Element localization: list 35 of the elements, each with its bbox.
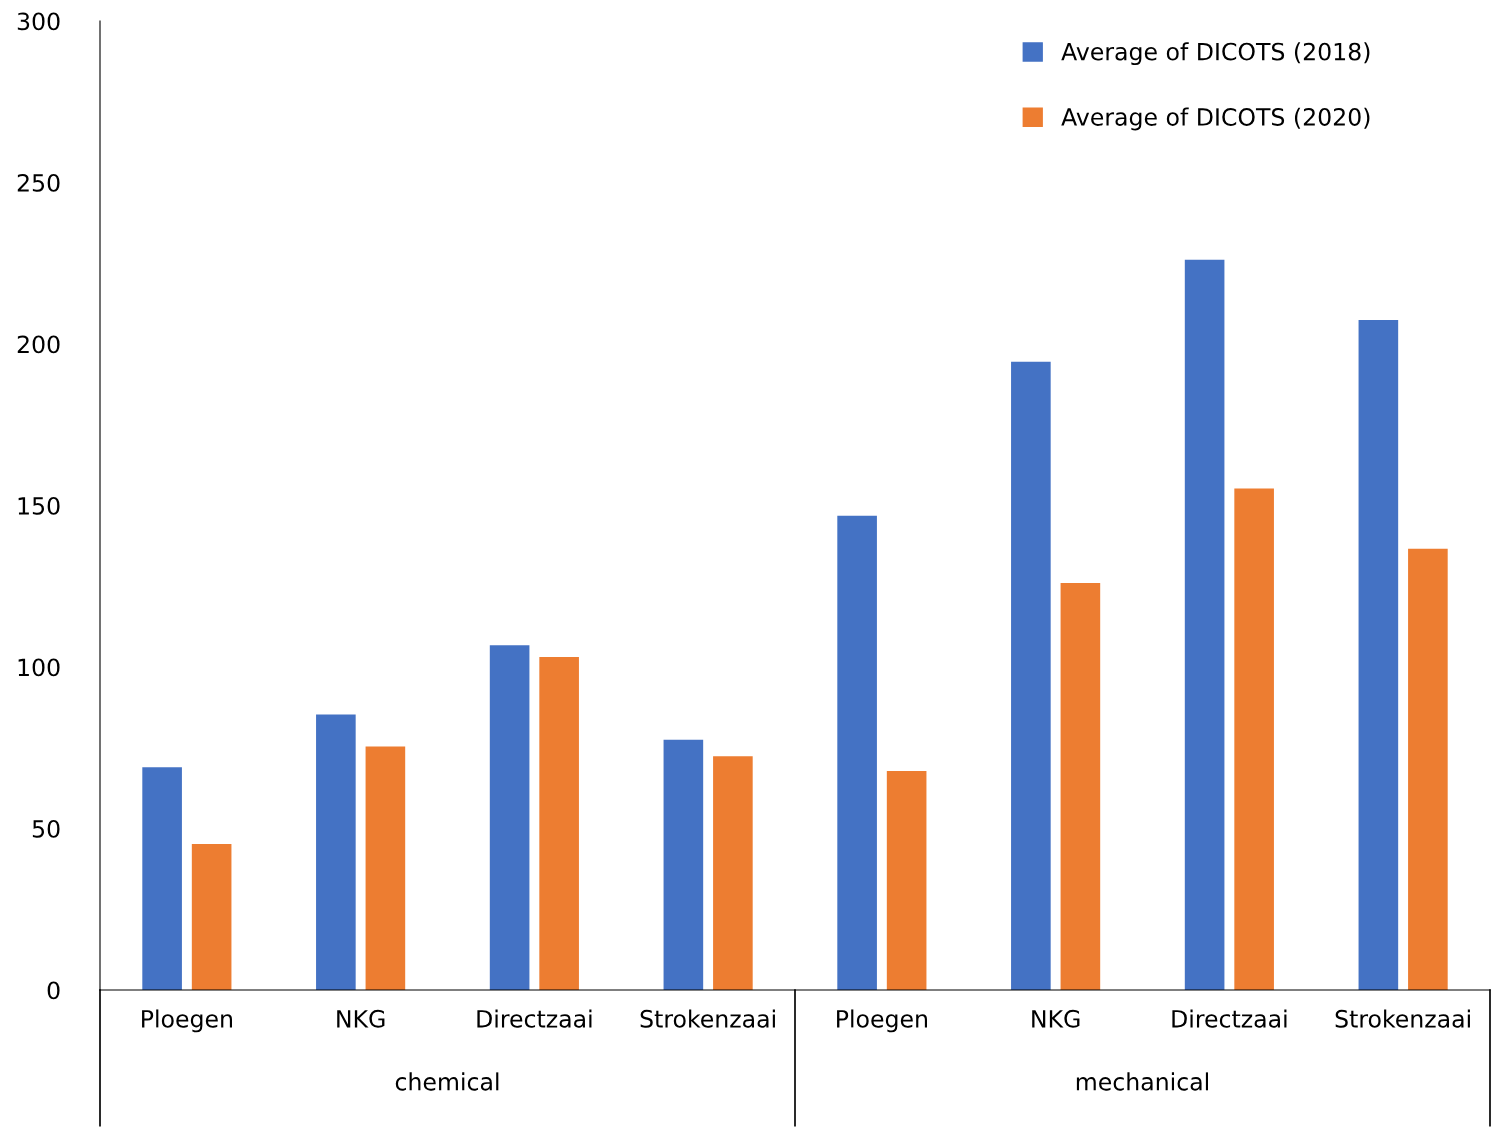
bar xyxy=(1358,320,1399,990)
x-tick-label: Directzaai xyxy=(1172,1009,1287,1028)
x-tick-label: Ploegen xyxy=(142,1009,232,1033)
x-tick-label: Ploegen xyxy=(837,1009,927,1033)
bar xyxy=(191,844,232,990)
y-tick-label: 0 xyxy=(47,981,60,1000)
bar xyxy=(142,767,182,990)
x-tick-label: NKG xyxy=(337,1009,385,1028)
bar xyxy=(316,714,356,990)
text: chemical xyxy=(395,1072,499,1091)
bar xyxy=(1234,488,1274,990)
bar xyxy=(713,756,753,990)
legend-label: Average of DICOTS (2020) xyxy=(1061,107,1370,131)
bar xyxy=(1184,259,1225,990)
x-tick-label: NKG xyxy=(1032,1009,1080,1028)
bar xyxy=(1011,361,1051,990)
bar xyxy=(539,656,579,990)
y-tick-label: 150 xyxy=(18,496,60,515)
x-tick-label: Strokenzaai xyxy=(640,1009,775,1028)
bar xyxy=(886,771,927,990)
y-tick-label: 100 xyxy=(18,658,60,677)
x-tick-label: Strokenzaai xyxy=(1335,1009,1470,1028)
bar xyxy=(489,645,530,990)
bar xyxy=(663,739,704,990)
y-tick-label: 300 xyxy=(17,12,60,31)
bar xyxy=(1408,548,1448,990)
bar xyxy=(1060,583,1101,990)
y-tick-label: 50 xyxy=(32,819,60,838)
x-tick-label: Directzaai xyxy=(477,1009,592,1028)
text: mechanical xyxy=(1076,1072,1209,1091)
y-tick-label: 200 xyxy=(17,335,60,354)
legend-label: Average of DICOTS (2018) xyxy=(1061,42,1370,66)
y-tick-label: 250 xyxy=(17,173,60,192)
bar xyxy=(837,515,877,990)
bar xyxy=(365,746,406,990)
